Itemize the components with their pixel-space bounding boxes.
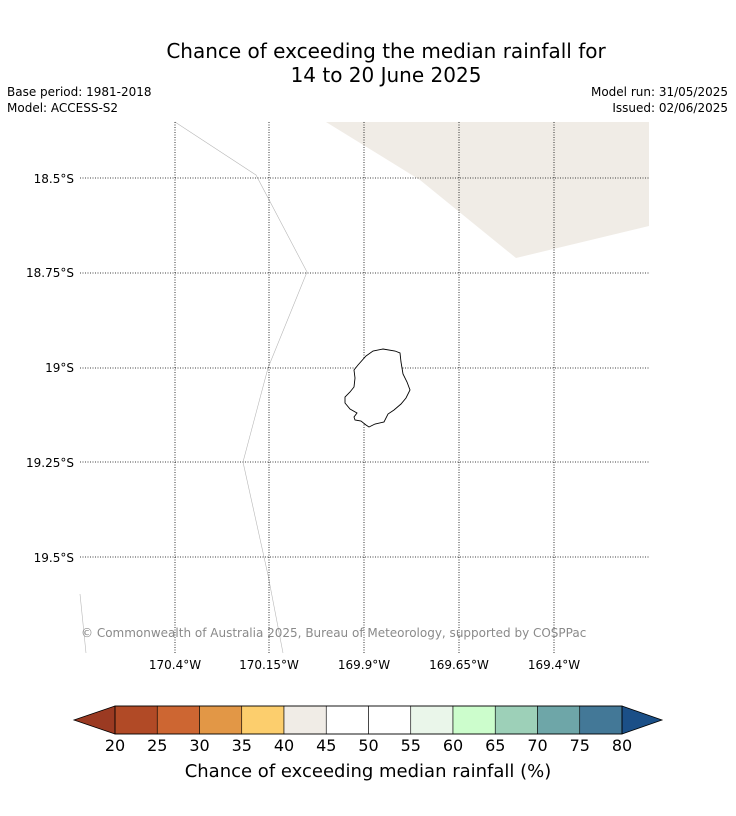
lat-label-18-5s: 18.5°S	[33, 172, 74, 186]
base-period-text: Base period: 1981-2018	[7, 85, 152, 99]
colorbar-bin-65-70	[494, 705, 538, 735]
colorbar-tick-30: 30	[189, 736, 210, 755]
colorbar-bin-60-65	[452, 705, 496, 735]
colorbar-tick-50: 50	[358, 736, 379, 755]
colorbar-outline-under	[72, 705, 116, 735]
map-panel[interactable]	[79, 121, 649, 654]
colorbar-bin-30-35	[199, 705, 243, 735]
lon-label-169-4w: 169.4°W	[527, 658, 581, 672]
colorbar-bin-50-55	[368, 705, 412, 735]
model-run-text: Model run: 31/05/2025	[590, 85, 728, 99]
colorbar-under-arrow	[74, 706, 115, 734]
lat-label-19-5s: 19.5°S	[33, 551, 74, 565]
map-title-line-2: 14 to 20 June 2025	[290, 63, 482, 87]
colorbar-bin-40-45	[283, 705, 327, 735]
lat-label-19s: 19°S	[45, 361, 74, 375]
colorbar-outline-over	[621, 705, 664, 735]
colorbar-bin-55-60	[410, 705, 454, 735]
colorbar-tick-20: 20	[104, 736, 126, 755]
colorbar-bin-70-75	[537, 705, 581, 735]
colorbar-bin-45-50	[325, 705, 369, 735]
lat-label-18-75s: 18.75°S	[26, 266, 74, 280]
shaded-rainfall-region	[326, 122, 649, 258]
colorbar-tick-60: 60	[442, 736, 464, 755]
colorbar-tick-65: 65	[485, 736, 506, 755]
colorbar-tick-80: 80	[611, 736, 633, 755]
colorbar-bin-20-25	[114, 705, 158, 735]
colorbar-tick-70: 70	[527, 736, 548, 755]
colorbar-tick-35: 35	[231, 736, 252, 755]
eez-boundary-line-west	[79, 593, 87, 654]
lon-label-169-65w: 169.65°W	[429, 658, 489, 672]
colorbar-bin-75-80	[579, 705, 623, 735]
colorbar-bin-25-30	[156, 705, 200, 735]
colorbar-tick-25: 25	[147, 736, 168, 755]
colorbar-label: Chance of exceeding median rainfall (%)	[184, 761, 552, 782]
lon-label-169-9w: 169.9°W	[337, 658, 391, 672]
lon-label-170-4w: 170.4°W	[148, 658, 202, 672]
model-text: Model: ACCESS-S2	[7, 101, 119, 115]
colorbar-bin-35-40	[241, 705, 285, 735]
colorbar-tick-75: 75	[569, 736, 590, 755]
colorbar	[72, 705, 664, 735]
niue-island-coastline	[344, 348, 411, 428]
lat-label-19-25s: 19.25°S	[26, 456, 74, 470]
copyright-notice: © Commonwealth of Australia 2025, Bureau…	[81, 626, 587, 640]
issued-text: Issued: 02/06/2025	[612, 101, 728, 115]
colorbar-tick-40: 40	[273, 736, 295, 755]
map-title-line-1: Chance of exceeding the median rainfall …	[166, 39, 606, 63]
colorbar-outline	[114, 705, 623, 735]
colorbar-over-arrow	[622, 706, 662, 734]
colorbar-tick-55: 55	[400, 736, 421, 755]
colorbar-tick-45: 45	[316, 736, 337, 755]
lon-label-170-15w: 170.15°W	[239, 658, 299, 672]
